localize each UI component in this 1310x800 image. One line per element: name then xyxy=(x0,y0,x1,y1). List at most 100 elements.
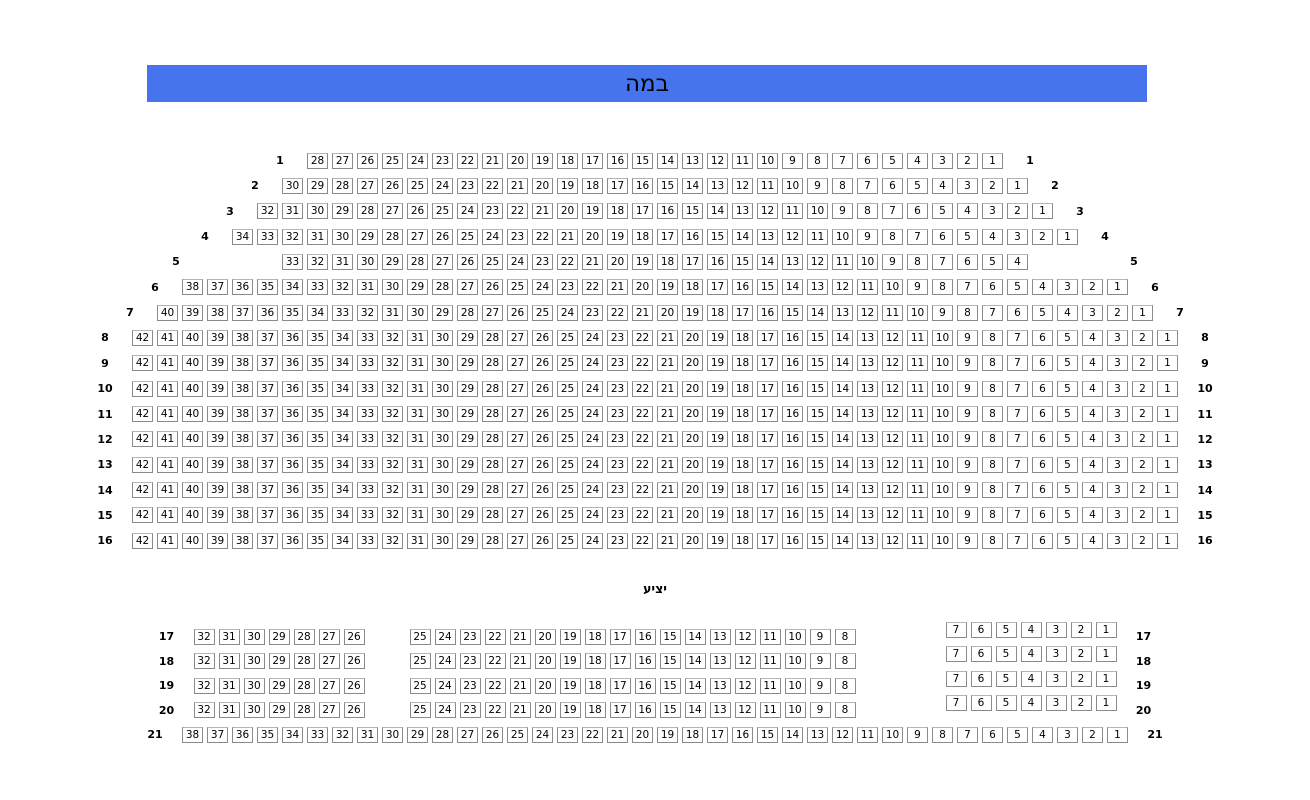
seat-row21-24[interactable]: 24 xyxy=(532,726,553,743)
seat-row15-7[interactable]: 7 xyxy=(1007,507,1028,524)
seat-row17-3[interactable]: 3 xyxy=(1045,621,1067,638)
seat-row9-20[interactable]: 20 xyxy=(682,355,703,372)
seat-row11-35[interactable]: 35 xyxy=(307,406,328,422)
seat-row2-14[interactable]: 14 xyxy=(682,177,703,194)
seat-row11-40[interactable]: 40 xyxy=(182,406,203,422)
seat-row3-13[interactable]: 13 xyxy=(732,203,753,220)
seat-row2-15[interactable]: 15 xyxy=(657,177,678,194)
seat-row15-32[interactable]: 32 xyxy=(382,507,403,524)
seat-row13-20[interactable]: 20 xyxy=(682,456,703,473)
seat-row5-24[interactable]: 24 xyxy=(507,253,528,270)
seat-row9-7[interactable]: 7 xyxy=(1007,355,1028,372)
seat-row17-18[interactable]: 18 xyxy=(584,628,606,645)
seat-row13-35[interactable]: 35 xyxy=(307,456,328,473)
seat-row14-24[interactable]: 24 xyxy=(582,482,603,499)
seat-row9-11[interactable]: 11 xyxy=(907,355,928,372)
seat-row20-31[interactable]: 31 xyxy=(218,702,240,719)
seat-row9-40[interactable]: 40 xyxy=(182,355,203,372)
seat-row15-37[interactable]: 37 xyxy=(257,507,278,524)
seat-row17-15[interactable]: 15 xyxy=(659,628,681,645)
seat-row19-9[interactable]: 9 xyxy=(809,677,831,694)
seat-row4-16[interactable]: 16 xyxy=(682,228,703,245)
seat-row17-6[interactable]: 6 xyxy=(970,621,992,638)
seat-row12-3[interactable]: 3 xyxy=(1107,431,1128,448)
seat-row12-39[interactable]: 39 xyxy=(207,431,228,448)
seat-row6-11[interactable]: 11 xyxy=(857,279,878,296)
seat-row11-13[interactable]: 13 xyxy=(857,406,878,422)
seat-row4-17[interactable]: 17 xyxy=(657,228,678,245)
seat-row21-30[interactable]: 30 xyxy=(382,726,403,743)
seat-row2-24[interactable]: 24 xyxy=(432,177,453,194)
seat-row19-14[interactable]: 14 xyxy=(684,677,706,694)
seat-row21-36[interactable]: 36 xyxy=(232,726,253,743)
seat-row9-3[interactable]: 3 xyxy=(1107,355,1128,372)
seat-row8-28[interactable]: 28 xyxy=(482,329,503,346)
seat-row6-36[interactable]: 36 xyxy=(232,279,253,296)
seat-row3-32[interactable]: 32 xyxy=(257,203,278,220)
seat-row11-27[interactable]: 27 xyxy=(507,406,528,422)
seat-row10-7[interactable]: 7 xyxy=(1007,380,1028,397)
seat-row12-28[interactable]: 28 xyxy=(482,431,503,448)
seat-row5-11[interactable]: 11 xyxy=(832,253,853,270)
seat-row20-2[interactable]: 2 xyxy=(1070,695,1092,712)
seat-row7-5[interactable]: 5 xyxy=(1032,304,1053,321)
seat-row11-1[interactable]: 1 xyxy=(1157,406,1178,422)
seat-row18-29[interactable]: 29 xyxy=(268,653,290,670)
seat-row6-1[interactable]: 1 xyxy=(1107,279,1128,296)
seat-row15-29[interactable]: 29 xyxy=(457,507,478,524)
seat-row16-6[interactable]: 6 xyxy=(1032,532,1053,549)
seat-row10-20[interactable]: 20 xyxy=(682,380,703,397)
seat-row16-22[interactable]: 22 xyxy=(632,532,653,549)
seat-row8-7[interactable]: 7 xyxy=(1007,329,1028,346)
seat-row7-27[interactable]: 27 xyxy=(482,304,503,321)
seat-row21-14[interactable]: 14 xyxy=(782,726,803,743)
seat-row9-23[interactable]: 23 xyxy=(607,355,628,372)
seat-row15-30[interactable]: 30 xyxy=(432,507,453,524)
seat-row13-6[interactable]: 6 xyxy=(1032,456,1053,473)
seat-row6-13[interactable]: 13 xyxy=(807,279,828,296)
seat-row18-21[interactable]: 21 xyxy=(509,653,531,670)
seat-row3-15[interactable]: 15 xyxy=(682,203,703,220)
seat-row7-40[interactable]: 40 xyxy=(157,304,178,321)
seat-row13-23[interactable]: 23 xyxy=(607,456,628,473)
seat-row10-17[interactable]: 17 xyxy=(757,380,778,397)
seat-row14-37[interactable]: 37 xyxy=(257,482,278,499)
seat-row1-18[interactable]: 18 xyxy=(557,152,578,169)
seat-row4-5[interactable]: 5 xyxy=(957,228,978,245)
seat-row12-15[interactable]: 15 xyxy=(807,431,828,448)
seat-row21-28[interactable]: 28 xyxy=(432,726,453,743)
seat-row10-24[interactable]: 24 xyxy=(582,380,603,397)
seat-row6-26[interactable]: 26 xyxy=(482,279,503,296)
seat-row6-9[interactable]: 9 xyxy=(907,279,928,296)
seat-row9-14[interactable]: 14 xyxy=(832,355,853,372)
seat-row1-21[interactable]: 21 xyxy=(482,152,503,169)
seat-row14-31[interactable]: 31 xyxy=(407,482,428,499)
seat-row21-4[interactable]: 4 xyxy=(1032,726,1053,743)
seat-row16-42[interactable]: 42 xyxy=(132,532,153,549)
seat-row7-14[interactable]: 14 xyxy=(807,304,828,321)
seat-row4-14[interactable]: 14 xyxy=(732,228,753,245)
seat-row21-25[interactable]: 25 xyxy=(507,726,528,743)
seat-row21-31[interactable]: 31 xyxy=(357,726,378,743)
seat-row6-2[interactable]: 2 xyxy=(1082,279,1103,296)
seat-row1-27[interactable]: 27 xyxy=(332,152,353,169)
seat-row10-34[interactable]: 34 xyxy=(332,380,353,397)
seat-row17-4[interactable]: 4 xyxy=(1020,621,1042,638)
seat-row19-7[interactable]: 7 xyxy=(945,670,967,687)
seat-row19-4[interactable]: 4 xyxy=(1020,670,1042,687)
seat-row13-17[interactable]: 17 xyxy=(757,456,778,473)
seat-row5-6[interactable]: 6 xyxy=(957,253,978,270)
seat-row19-2[interactable]: 2 xyxy=(1070,670,1092,687)
seat-row3-19[interactable]: 19 xyxy=(582,203,603,220)
seat-row20-25[interactable]: 25 xyxy=(409,702,431,719)
seat-row3-18[interactable]: 18 xyxy=(607,203,628,220)
seat-row6-24[interactable]: 24 xyxy=(532,279,553,296)
seat-row13-14[interactable]: 14 xyxy=(832,456,853,473)
seat-row16-23[interactable]: 23 xyxy=(607,532,628,549)
seat-row16-4[interactable]: 4 xyxy=(1082,532,1103,549)
seat-row14-29[interactable]: 29 xyxy=(457,482,478,499)
seat-row7-22[interactable]: 22 xyxy=(607,304,628,321)
seat-row12-33[interactable]: 33 xyxy=(357,431,378,448)
seat-row1-2[interactable]: 2 xyxy=(957,152,978,169)
seat-row20-16[interactable]: 16 xyxy=(634,702,656,719)
